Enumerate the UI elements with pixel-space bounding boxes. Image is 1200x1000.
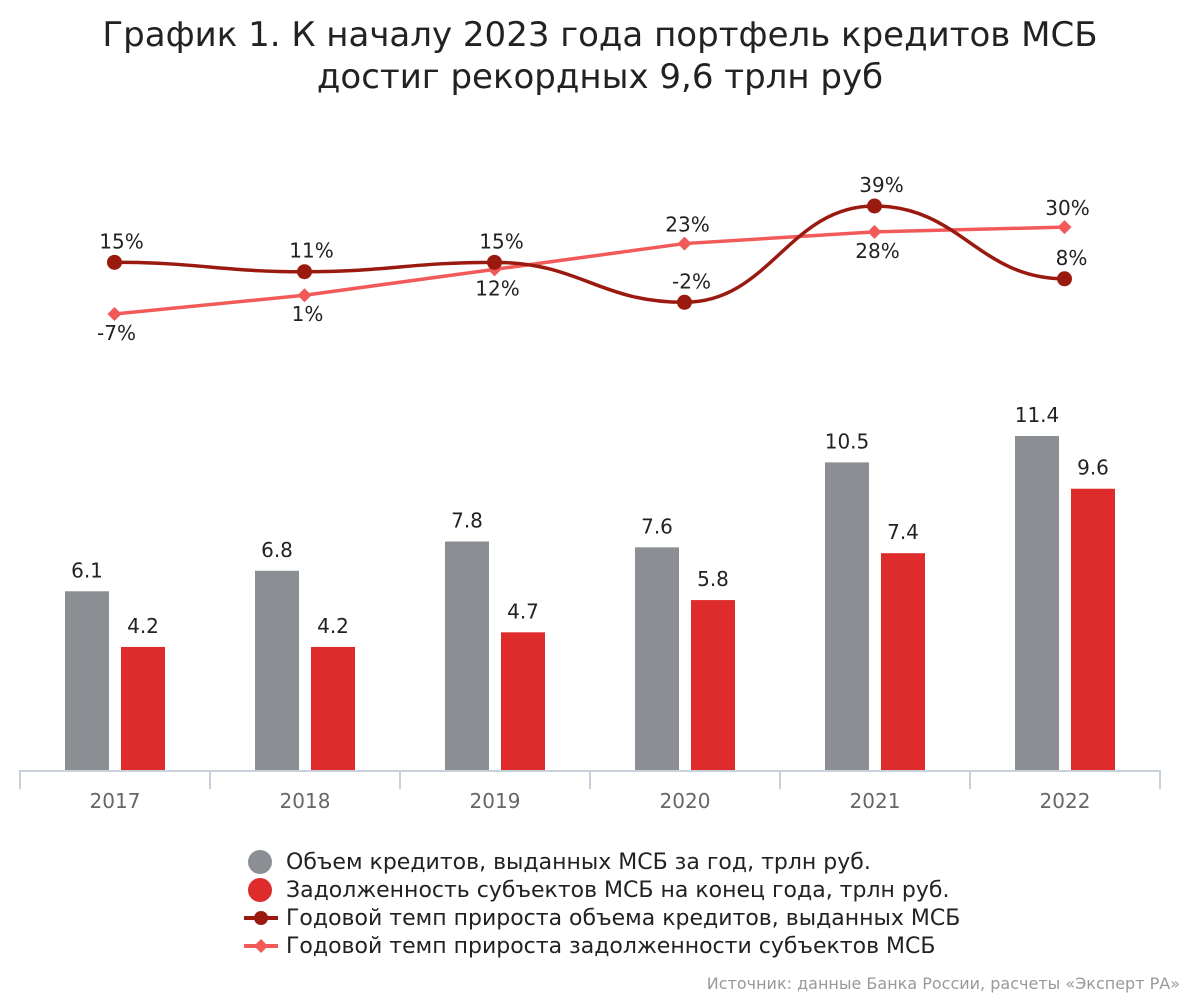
x-tick-label-2022: 2022: [1040, 789, 1091, 813]
bar-issued-2017: [65, 591, 109, 770]
legend-item-issued: Объем кредитов, выданных МСБ за год, трл…: [244, 848, 960, 876]
bar-issued-2020: [635, 547, 679, 770]
label-issued-growth-2021: 39%: [859, 173, 903, 197]
line-debt-growth: [114, 225, 1065, 316]
bar-label-debt-2017: 4.2: [127, 614, 159, 638]
bar-debt-2020: [691, 600, 735, 770]
line-issued-growth: [114, 204, 1065, 305]
bar-label-debt-2021: 7.4: [887, 520, 919, 544]
legend-swatch-line-diamond: [244, 939, 278, 953]
bar-label-issued-2017: 6.1: [71, 558, 103, 582]
point-issued-growth-2019: [487, 254, 502, 270]
bar-issued-2019: [445, 541, 489, 770]
bar-debt-2022: [1071, 488, 1115, 770]
point-debt-growth-2017: [107, 307, 122, 321]
point-issued-growth-2020: [677, 294, 692, 310]
line-layer: -7% 1% 12% 23% 28% 30% 15% 11% 15% -2% 39% 8%: [97, 173, 1090, 345]
bar-issued-2022: [1015, 436, 1059, 770]
point-issued-growth-2022: [1057, 271, 1072, 287]
chart-title: График 1. К началу 2023 года портфель кр…: [0, 14, 1200, 98]
bar-label-issued-2020: 7.6: [641, 514, 673, 538]
legend-label-issued: Объем кредитов, выданных МСБ за год, трл…: [286, 849, 871, 875]
label-debt-growth-2017: -7%: [97, 321, 136, 345]
label-debt-growth-2021: 28%: [855, 239, 899, 263]
point-issued-growth-2021: [867, 198, 882, 214]
label-issued-growth-2020: -2%: [672, 269, 711, 293]
label-issued-growth-2019: 15%: [479, 229, 523, 253]
legend-swatch-circle-gray: [248, 850, 272, 874]
legend: Объем кредитов, выданных МСБ за год, трл…: [244, 848, 960, 960]
source-note: Источник: данные Банка России, расчеты «…: [706, 974, 1180, 993]
point-debt-growth-2018: [297, 288, 312, 303]
point-issued-growth-2017: [107, 254, 122, 270]
label-debt-growth-2019: 12%: [475, 276, 519, 300]
legend-item-debt: Задолженность субъектов МСБ на конец год…: [244, 876, 960, 904]
bar-debt-2018: [311, 646, 355, 770]
x-tick-label-2018: 2018: [280, 789, 331, 813]
bar-label-issued-2019: 7.8: [451, 508, 483, 532]
legend-label-issued-growth: Годовой темп прироста объема кредитов, в…: [286, 905, 961, 931]
bar-issued-2018: [255, 570, 299, 770]
bar-issued-2021: [825, 462, 869, 770]
legend-label-debt-growth: Годовой темп прироста задолженности субъ…: [286, 933, 936, 959]
point-debt-growth-2021: [867, 224, 882, 239]
x-tick-label-2019: 2019: [470, 789, 521, 813]
chart-title-line-1: График 1. К началу 2023 года портфель кр…: [102, 15, 1098, 55]
point-debt-growth-2022: [1057, 220, 1072, 235]
x-axis: 2017 2018 2019 2020 2021 2022: [19, 770, 1161, 813]
bar-layer: 6.1 6.8 7.8 7.6 10.5 11.4 4.2 4.2 4.7 5.8 7.4 9.6: [65, 403, 1115, 770]
chart-title-line-2: достиг рекордных 9,6 трлн руб: [316, 57, 884, 97]
x-tick-label-2021: 2021: [850, 789, 901, 813]
bar-label-debt-2018: 4.2: [317, 614, 349, 638]
bar-label-debt-2019: 4.7: [507, 599, 539, 623]
legend-swatch-circle-red: [248, 878, 272, 902]
label-debt-growth-2020: 23%: [665, 213, 709, 237]
bar-label-debt-2022: 9.6: [1077, 456, 1109, 480]
legend-swatch-line-circle: [244, 911, 278, 925]
chart: 6.1 6.8 7.8 7.6 10.5 11.4 4.2 4.2 4.7 5.8 7.4 9.6 2…: [19, 173, 1161, 813]
label-issued-growth-2022: 8%: [1056, 246, 1088, 270]
legend-item-issued-growth: Годовой темп прироста объема кредитов, в…: [244, 904, 960, 932]
x-tick-label-2017: 2017: [90, 789, 141, 813]
legend-label-debt: Задолженность субъектов МСБ на конец год…: [286, 877, 950, 903]
point-issued-growth-2018: [297, 264, 312, 280]
bar-label-issued-2018: 6.8: [261, 538, 293, 562]
bar-debt-2019: [501, 632, 545, 770]
legend-item-debt-growth: Годовой темп прироста задолженности субъ…: [244, 932, 960, 960]
label-debt-growth-2022: 30%: [1045, 196, 1089, 220]
x-tick-label-2020: 2020: [660, 789, 711, 813]
label-issued-growth-2018: 11%: [289, 239, 333, 263]
bar-label-issued-2022: 11.4: [1015, 403, 1060, 427]
bar-label-debt-2020: 5.8: [697, 567, 729, 591]
bar-label-issued-2021: 10.5: [825, 429, 870, 453]
point-debt-growth-2020: [677, 236, 692, 251]
label-issued-growth-2017: 15%: [99, 229, 143, 253]
label-debt-growth-2018: 1%: [292, 302, 324, 326]
bar-debt-2017: [121, 646, 165, 770]
bar-debt-2021: [881, 553, 925, 770]
